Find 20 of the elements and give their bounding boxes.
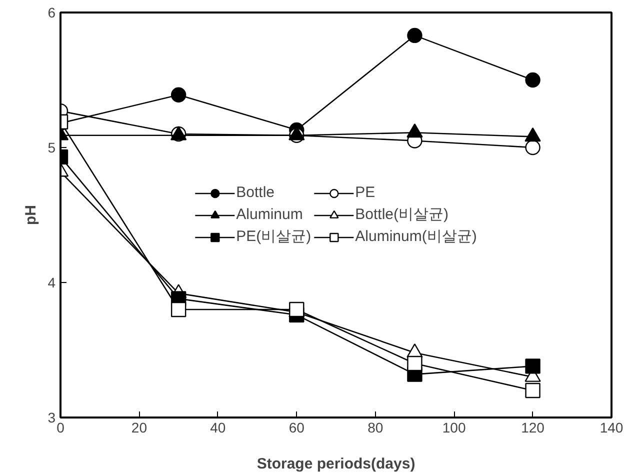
x-tick-label: 120	[521, 420, 545, 436]
y-tick-label: 6	[48, 4, 56, 20]
x-tick-label: 140	[600, 420, 624, 436]
legend-label: Bottle	[236, 183, 275, 202]
x-tick-label: 0	[56, 420, 65, 436]
y-tick-label: 3	[48, 410, 56, 426]
legend-label: PE	[355, 183, 376, 202]
x-axis-title: Storage periods(days)	[256, 456, 416, 472]
x-tick-label: 20	[131, 420, 148, 436]
legend-label: Aluminum	[236, 205, 303, 224]
x-tick-label: 100	[442, 420, 466, 436]
y-tick-label: 4	[48, 274, 56, 290]
x-tick-label: 40	[210, 420, 226, 436]
legend-label: PE(비살균)	[236, 227, 312, 246]
y-axis-title: pH	[22, 205, 40, 225]
legend-label: Aluminum(비살균)	[355, 227, 477, 246]
legend-label: Bottle(비살균)	[355, 205, 449, 224]
x-tick-label: 80	[368, 420, 384, 436]
x-tick-label: 60	[288, 420, 305, 436]
y-tick-label: 5	[48, 140, 56, 156]
